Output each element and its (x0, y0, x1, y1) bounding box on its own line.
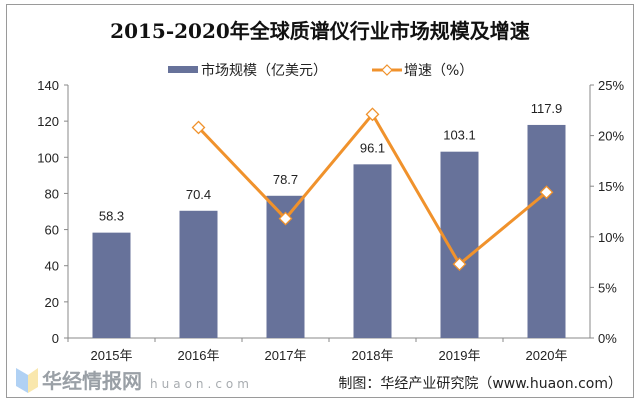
left-tick-label: 100 (37, 150, 59, 165)
x-tick-label: 2015年 (91, 348, 133, 363)
x-tick-label: 2020年 (526, 348, 568, 363)
right-tick-label: 10% (598, 230, 624, 245)
growth-point (278, 211, 293, 226)
bar (440, 151, 479, 338)
source-note: 制图：华经产业研究院（www.huaon.com） (338, 376, 622, 392)
x-tick-label: 2019年 (439, 348, 481, 363)
growth-point (452, 257, 467, 272)
watermark-sub: huaon.com (150, 377, 253, 391)
left-tick-label: 80 (45, 186, 59, 201)
x-tick-label: 2017年 (265, 348, 307, 363)
bar-data-label: 103.1 (443, 128, 476, 143)
growth-point (191, 120, 206, 135)
bar (527, 124, 566, 338)
growth-point (539, 185, 554, 200)
growth-point (365, 107, 380, 122)
right-tick-label: 20% (598, 129, 624, 144)
right-tick-label: 5% (598, 280, 617, 295)
bar (92, 232, 131, 338)
bar (179, 210, 218, 338)
watermark-logo-icon (16, 368, 28, 393)
bar (353, 164, 392, 338)
right-tick-label: 0% (598, 331, 617, 346)
legend-line-label: 增速（%） (404, 63, 473, 79)
x-tick-label: 2018年 (352, 348, 394, 363)
left-tick-label: 120 (37, 114, 59, 129)
bar-data-label: 58.3 (99, 209, 124, 224)
left-tick-label: 140 (37, 78, 59, 93)
left-tick-label: 0 (52, 331, 59, 346)
watermark: 华经情报网 huaon.com (16, 368, 253, 393)
left-tick-label: 40 (45, 259, 59, 274)
legend: 市场规模（亿美元） 增速（%） (168, 62, 473, 79)
left-tick-label: 60 (45, 223, 59, 238)
right-tick-label: 15% (598, 179, 624, 194)
chart-title: 2015-2020年全球质谱仪行业市场规模及增速 (110, 19, 530, 43)
bar-data-label: 70.4 (186, 187, 211, 202)
watermark-logo-icon-2 (28, 368, 38, 393)
watermark-text: 华经情报网 (42, 369, 142, 393)
bar-data-label: 78.7 (273, 172, 298, 187)
bar-data-label: 96.1 (360, 140, 385, 155)
legend-diamond-icon (381, 64, 393, 76)
bar-data-label: 117.9 (531, 101, 563, 116)
left-tick-label: 20 (45, 295, 59, 310)
right-tick-label: 25% (598, 78, 624, 93)
legend-bar-label: 市场规模（亿美元） (201, 62, 327, 79)
x-tick-label: 2016年 (178, 348, 220, 363)
legend-bar-swatch (168, 66, 198, 73)
